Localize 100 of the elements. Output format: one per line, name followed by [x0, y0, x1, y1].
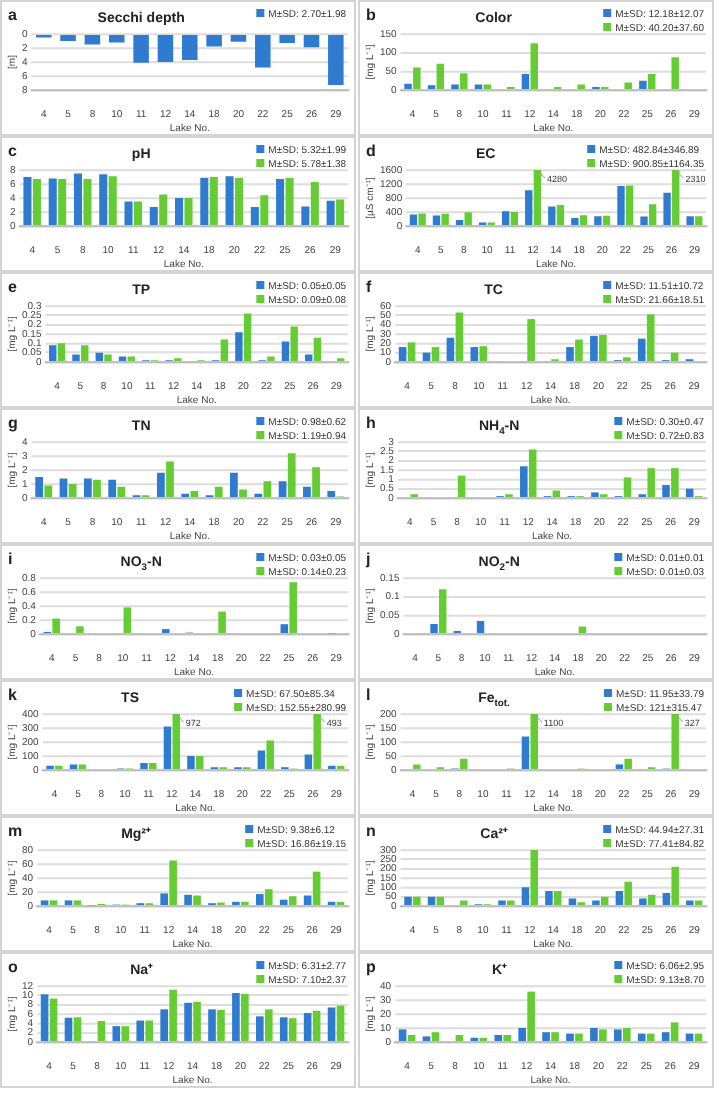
- bar: [614, 1029, 622, 1041]
- bar: [285, 177, 294, 225]
- bar: [157, 35, 174, 62]
- text: l: [366, 686, 371, 704]
- text: c: [8, 142, 18, 160]
- bar: [427, 896, 436, 905]
- bar: [637, 1033, 646, 1041]
- bar: [647, 468, 655, 497]
- bar: [287, 453, 296, 497]
- bar: [590, 335, 598, 361]
- bar: [123, 607, 132, 633]
- bar: [99, 174, 108, 225]
- bar: [109, 35, 125, 43]
- bar: [542, 1032, 550, 1041]
- bar: [169, 860, 177, 905]
- bar: [256, 1016, 264, 1041]
- bar: [145, 1020, 154, 1041]
- bar: [551, 1032, 559, 1041]
- bar: [49, 345, 57, 361]
- bar: [479, 346, 488, 361]
- bar: [193, 1001, 201, 1041]
- bar: [671, 714, 679, 769]
- bar: [84, 35, 101, 45]
- text: m: [8, 822, 23, 840]
- bar: [407, 1035, 416, 1041]
- bar: [695, 216, 703, 225]
- bar: [136, 1020, 145, 1041]
- bar: [52, 618, 60, 633]
- bar: [276, 179, 285, 225]
- bar: [457, 475, 466, 497]
- bar: [149, 207, 158, 225]
- bar: [520, 466, 528, 497]
- bar: [182, 35, 198, 60]
- bar: [327, 491, 336, 497]
- bar: [214, 486, 223, 497]
- text: i: [8, 550, 13, 568]
- bar: [525, 190, 533, 225]
- bar: [255, 35, 271, 68]
- bar: [209, 177, 218, 225]
- bar: [303, 486, 311, 497]
- bar: [108, 479, 117, 497]
- bar: [431, 347, 440, 361]
- bar: [326, 200, 335, 225]
- bar: [257, 750, 266, 769]
- bar: [527, 319, 535, 361]
- bar: [599, 334, 607, 361]
- bar: [230, 35, 247, 42]
- bar: [623, 477, 632, 497]
- bar: [409, 214, 418, 225]
- bar: [159, 194, 168, 225]
- bar: [622, 1028, 631, 1041]
- bar: [600, 896, 609, 905]
- bar: [413, 896, 421, 905]
- bar: [206, 35, 222, 47]
- bar: [432, 215, 441, 225]
- bar: [527, 991, 535, 1041]
- text: f: [366, 278, 372, 296]
- bar: [446, 337, 455, 361]
- bar: [121, 1026, 130, 1041]
- text: n: [366, 822, 376, 840]
- bar: [398, 1029, 407, 1041]
- bar: [112, 1026, 121, 1041]
- bar: [83, 179, 92, 225]
- bar: [637, 338, 646, 361]
- bar: [264, 1009, 273, 1041]
- bar: [545, 891, 553, 905]
- text: g: [8, 414, 18, 432]
- bar: [624, 881, 632, 905]
- bar: [263, 481, 272, 497]
- bar: [460, 73, 468, 89]
- bar: [225, 176, 234, 225]
- bar: [59, 478, 68, 497]
- bar: [671, 468, 679, 497]
- bar: [615, 891, 624, 905]
- bar: [81, 345, 89, 361]
- bar: [133, 35, 149, 63]
- bar: [218, 611, 226, 633]
- bar: [104, 354, 112, 361]
- bar: [647, 894, 656, 905]
- bar: [594, 216, 602, 225]
- bar: [599, 1029, 607, 1041]
- bar: [288, 1018, 297, 1041]
- bar: [260, 195, 269, 225]
- bar: [58, 179, 67, 225]
- bar: [288, 896, 297, 905]
- bar: [571, 217, 579, 225]
- bar: [518, 1028, 526, 1041]
- bar: [441, 213, 449, 225]
- bar: [303, 1013, 312, 1041]
- bar: [200, 177, 209, 225]
- bar: [108, 176, 117, 225]
- bar: [617, 186, 625, 225]
- bar: [624, 82, 632, 89]
- bar: [533, 170, 542, 225]
- bar: [250, 207, 259, 225]
- bar: [280, 624, 289, 633]
- bar: [404, 896, 412, 905]
- bar: [663, 192, 671, 225]
- bar: [646, 1033, 655, 1041]
- bar: [470, 347, 479, 361]
